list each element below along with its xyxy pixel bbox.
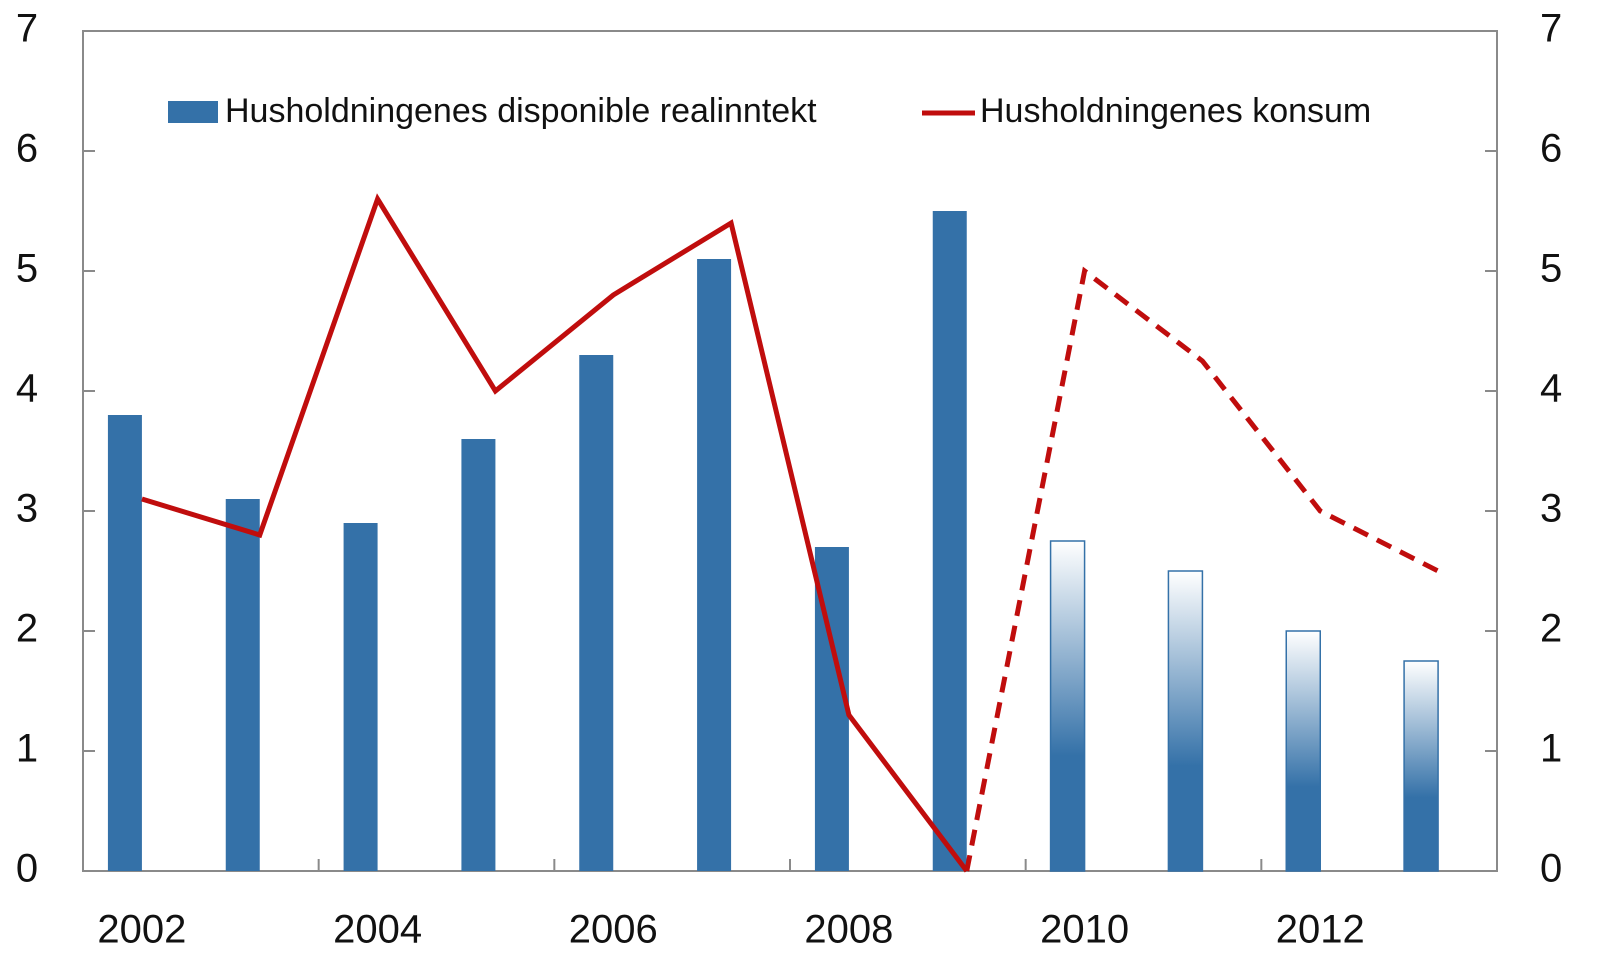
bar [343,523,378,871]
bar [932,211,967,871]
x-tick-label: 2004 [333,908,422,952]
legend-label: Husholdningenes disponible realinntekt [225,92,817,130]
y2-tick-label: 6 [1540,127,1562,171]
y2-tick-label: 4 [1540,367,1562,411]
legend: Husholdningenes disponible realinntekt H… [168,92,1371,130]
y-tick-label: 3 [16,487,38,531]
bar [1167,570,1204,872]
line-projection [964,266,1440,872]
x-tick-label: 2012 [1276,908,1365,952]
line [141,193,969,873]
y2-tick-label: 2 [1540,607,1562,651]
legend-swatch [168,101,218,123]
bar [697,259,732,871]
bar [579,355,614,871]
y-tick-label: 1 [16,727,38,771]
legend-label: Husholdningenes konsum [980,92,1371,130]
bar [1403,660,1439,872]
y2-tick-label: 3 [1540,487,1562,531]
y-tick-label: 2 [16,607,38,651]
y2-tick-label: 0 [1540,847,1562,891]
x-tick-label: 2002 [97,908,186,952]
y2-tick-label: 5 [1540,247,1562,291]
y2-tick-label: 7 [1540,7,1562,51]
bar [225,499,260,871]
y-tick-label: 7 [16,7,38,51]
y-tick-label: 4 [16,367,38,411]
y-tick-label: 5 [16,247,38,291]
x-tick-label: 2008 [804,908,893,952]
plot-frame [82,30,1498,872]
bar [1049,540,1086,872]
bar [107,415,142,871]
x-tick-label: 2006 [569,908,658,952]
bar [1285,630,1321,872]
y-tick-label: 6 [16,127,38,171]
y-tick-label: 0 [16,847,38,891]
bar [461,439,496,871]
y2-tick-label: 1 [1540,727,1562,771]
x-tick-label: 2010 [1040,908,1129,952]
